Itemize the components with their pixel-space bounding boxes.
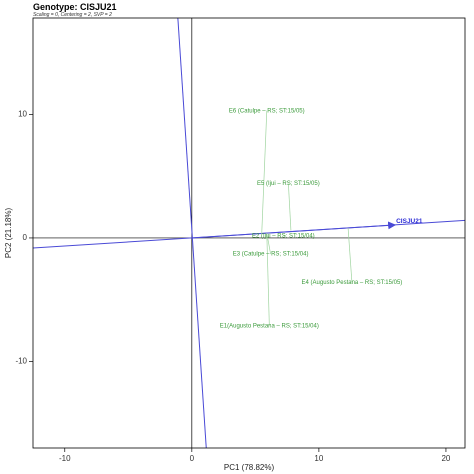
environment-label: E3 (Catulpe – RS; ST:15/04) <box>233 252 309 258</box>
environment-label: E6 (Catulpe – RS; ST:15/05) <box>229 108 305 114</box>
perpendicular-axis-line <box>177 18 207 448</box>
chart-title: Genotype: CISJU21 <box>33 2 117 12</box>
genotype-label: CISJU21 <box>396 218 423 225</box>
y-tick-label: 0 <box>23 233 28 242</box>
y-tick-label: -10 <box>15 357 27 366</box>
y-tick-label: 10 <box>18 109 27 118</box>
genotype-arrow <box>191 221 397 239</box>
x-axis-label: PC1 (78.82%) <box>224 463 275 472</box>
environment-projection-line <box>283 235 286 237</box>
environment-label: E2 (Ijui – RS; ST:15/04) <box>252 234 315 240</box>
y-axis-label: PC2 (21.18%) <box>4 208 13 259</box>
environment-label: E1(Augusto Pestana – RS; ST:15/04) <box>220 323 319 329</box>
x-tick-label: 20 <box>441 454 450 463</box>
environment-projection-line <box>347 228 353 283</box>
plot-frame <box>32 17 466 449</box>
environment-projection-line <box>261 110 268 235</box>
environment-projection-line <box>266 232 271 255</box>
environment-label: E5 (Ijui – RS; ST:15/05) <box>257 181 320 187</box>
environment-projection-line <box>288 183 292 231</box>
x-tick-label: -10 <box>59 454 71 463</box>
environment-projection-line <box>266 232 270 326</box>
x-tick-label: 0 <box>190 454 195 463</box>
chart-subtitle: Scaling = 0, Centering = 2, SVP = 2 <box>33 12 112 18</box>
x-tick-label: 10 <box>314 454 323 463</box>
environment-label: E4 (Augusto Pestana – RS; ST:15/05) <box>302 280 403 286</box>
